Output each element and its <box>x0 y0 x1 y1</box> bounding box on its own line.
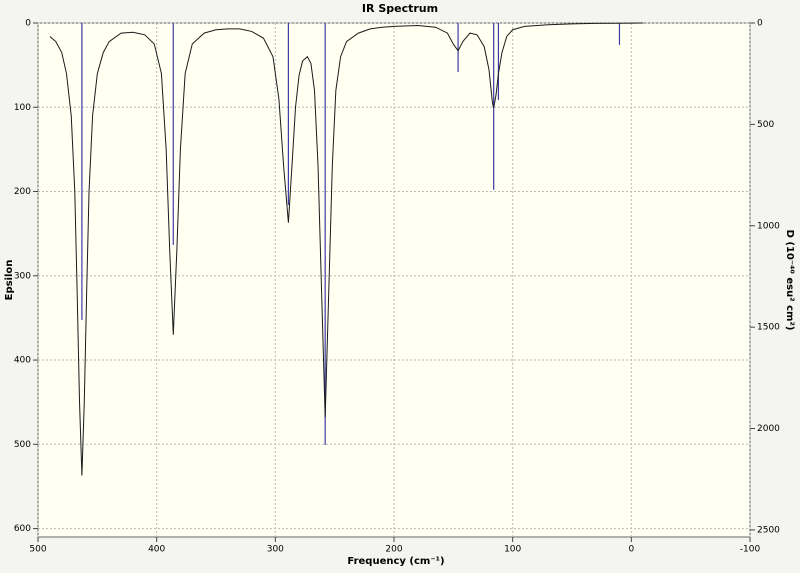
y2-tick-label: 2000 <box>757 424 780 434</box>
y-tick-label: 400 <box>14 356 31 366</box>
x-tick-label: 0 <box>628 545 634 555</box>
y-tick-label: 300 <box>14 271 31 281</box>
y-axis-title: Epsilon <box>4 260 15 301</box>
y-tick-label: 100 <box>14 103 31 113</box>
y-tick-label: 200 <box>14 187 31 197</box>
y2-axis-title: D (10⁻⁴⁰ esu² cm²) <box>784 230 795 331</box>
x-tick-label: 400 <box>148 545 165 555</box>
y2-tick-label: 0 <box>757 19 763 29</box>
y2-tick-label: 1500 <box>757 323 780 333</box>
x-axis-title: Frequency (cm⁻¹) <box>347 556 444 567</box>
y2-tick-label: 1000 <box>757 221 780 231</box>
x-tick-label: 100 <box>504 545 521 555</box>
y2-tick-label: 500 <box>757 120 774 130</box>
x-tick-label: 200 <box>385 545 402 555</box>
chart-title: IR Spectrum <box>362 2 438 15</box>
y-tick-label: 500 <box>14 440 31 450</box>
spectrum-line <box>49 22 644 476</box>
x-tick-label: -100 <box>740 545 761 555</box>
x-tick-label: 300 <box>267 545 284 555</box>
y-tick-label: 600 <box>14 524 31 534</box>
x-tick-label: 500 <box>29 545 46 555</box>
y-tick-label: 0 <box>25 19 31 29</box>
y2-tick-label: 2500 <box>757 525 780 535</box>
